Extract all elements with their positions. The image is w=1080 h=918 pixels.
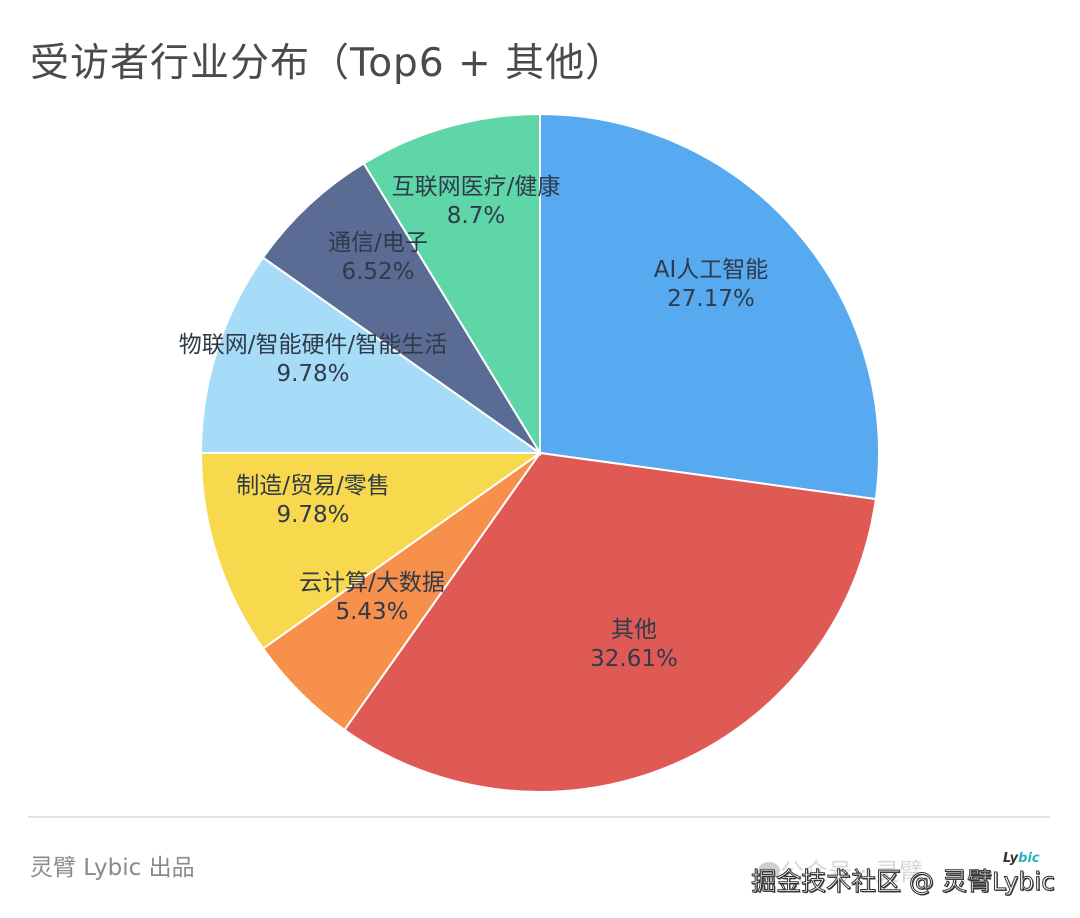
- slice-percent: 9.78%: [276, 361, 350, 387]
- slice-name: AI人工智能: [653, 257, 769, 283]
- slice-percent: 32.61%: [590, 646, 678, 672]
- wechat-icon: [758, 862, 780, 880]
- slice-label: 通信/电子 6.52%: [328, 229, 428, 287]
- slice-label: AI人工智能 27.17%: [654, 256, 769, 314]
- slice-percent: 27.17%: [667, 286, 755, 312]
- slice-name: 其他: [610, 617, 657, 643]
- chart-title: 受访者行业分布（Top6 + 其他）: [30, 41, 626, 86]
- credit-text: 灵臂 Lybic 出品: [30, 855, 195, 881]
- slice-name: 互联网医疗/健康: [391, 174, 561, 200]
- lybic-logo-icon: Lybic: [1003, 851, 1040, 866]
- logo-accent: bic: [1018, 851, 1040, 866]
- slice-label: 物联网/智能硬件/智能生活 9.78%: [179, 331, 448, 389]
- faint-watermark: 公众号 · 灵臂: [780, 858, 923, 886]
- slice-name: 云计算/大数据: [299, 570, 445, 596]
- slice-label: 互联网医疗/健康 8.7%: [392, 173, 561, 231]
- slice-percent: 8.7%: [446, 203, 506, 229]
- pie-slice: [343, 451, 877, 793]
- slice-name: 制造/贸易/零售: [236, 473, 390, 499]
- watermark-text: 掘金技术社区 @ 灵臂Lybic: [751, 867, 1056, 897]
- pie-slice: [539, 112, 880, 501]
- slice-name: 物联网/智能硬件/智能生活: [178, 332, 448, 358]
- slice-percent: 6.52%: [341, 259, 415, 285]
- slice-label: 云计算/大数据 5.43%: [299, 569, 445, 627]
- pie-slice: [199, 451, 544, 650]
- slice-label: 制造/贸易/零售 9.78%: [236, 472, 390, 530]
- slice-name: 通信/电子: [328, 230, 428, 256]
- pie-slice: [261, 162, 541, 454]
- pie-slice: [362, 112, 541, 457]
- slice-percent: 5.43%: [335, 599, 409, 625]
- divider: [28, 816, 1050, 818]
- pie-slice: [199, 256, 544, 455]
- logo-main: Ly: [1003, 851, 1019, 866]
- slice-percent: 9.78%: [276, 502, 350, 528]
- slice-label: 其他 32.61%: [590, 616, 678, 674]
